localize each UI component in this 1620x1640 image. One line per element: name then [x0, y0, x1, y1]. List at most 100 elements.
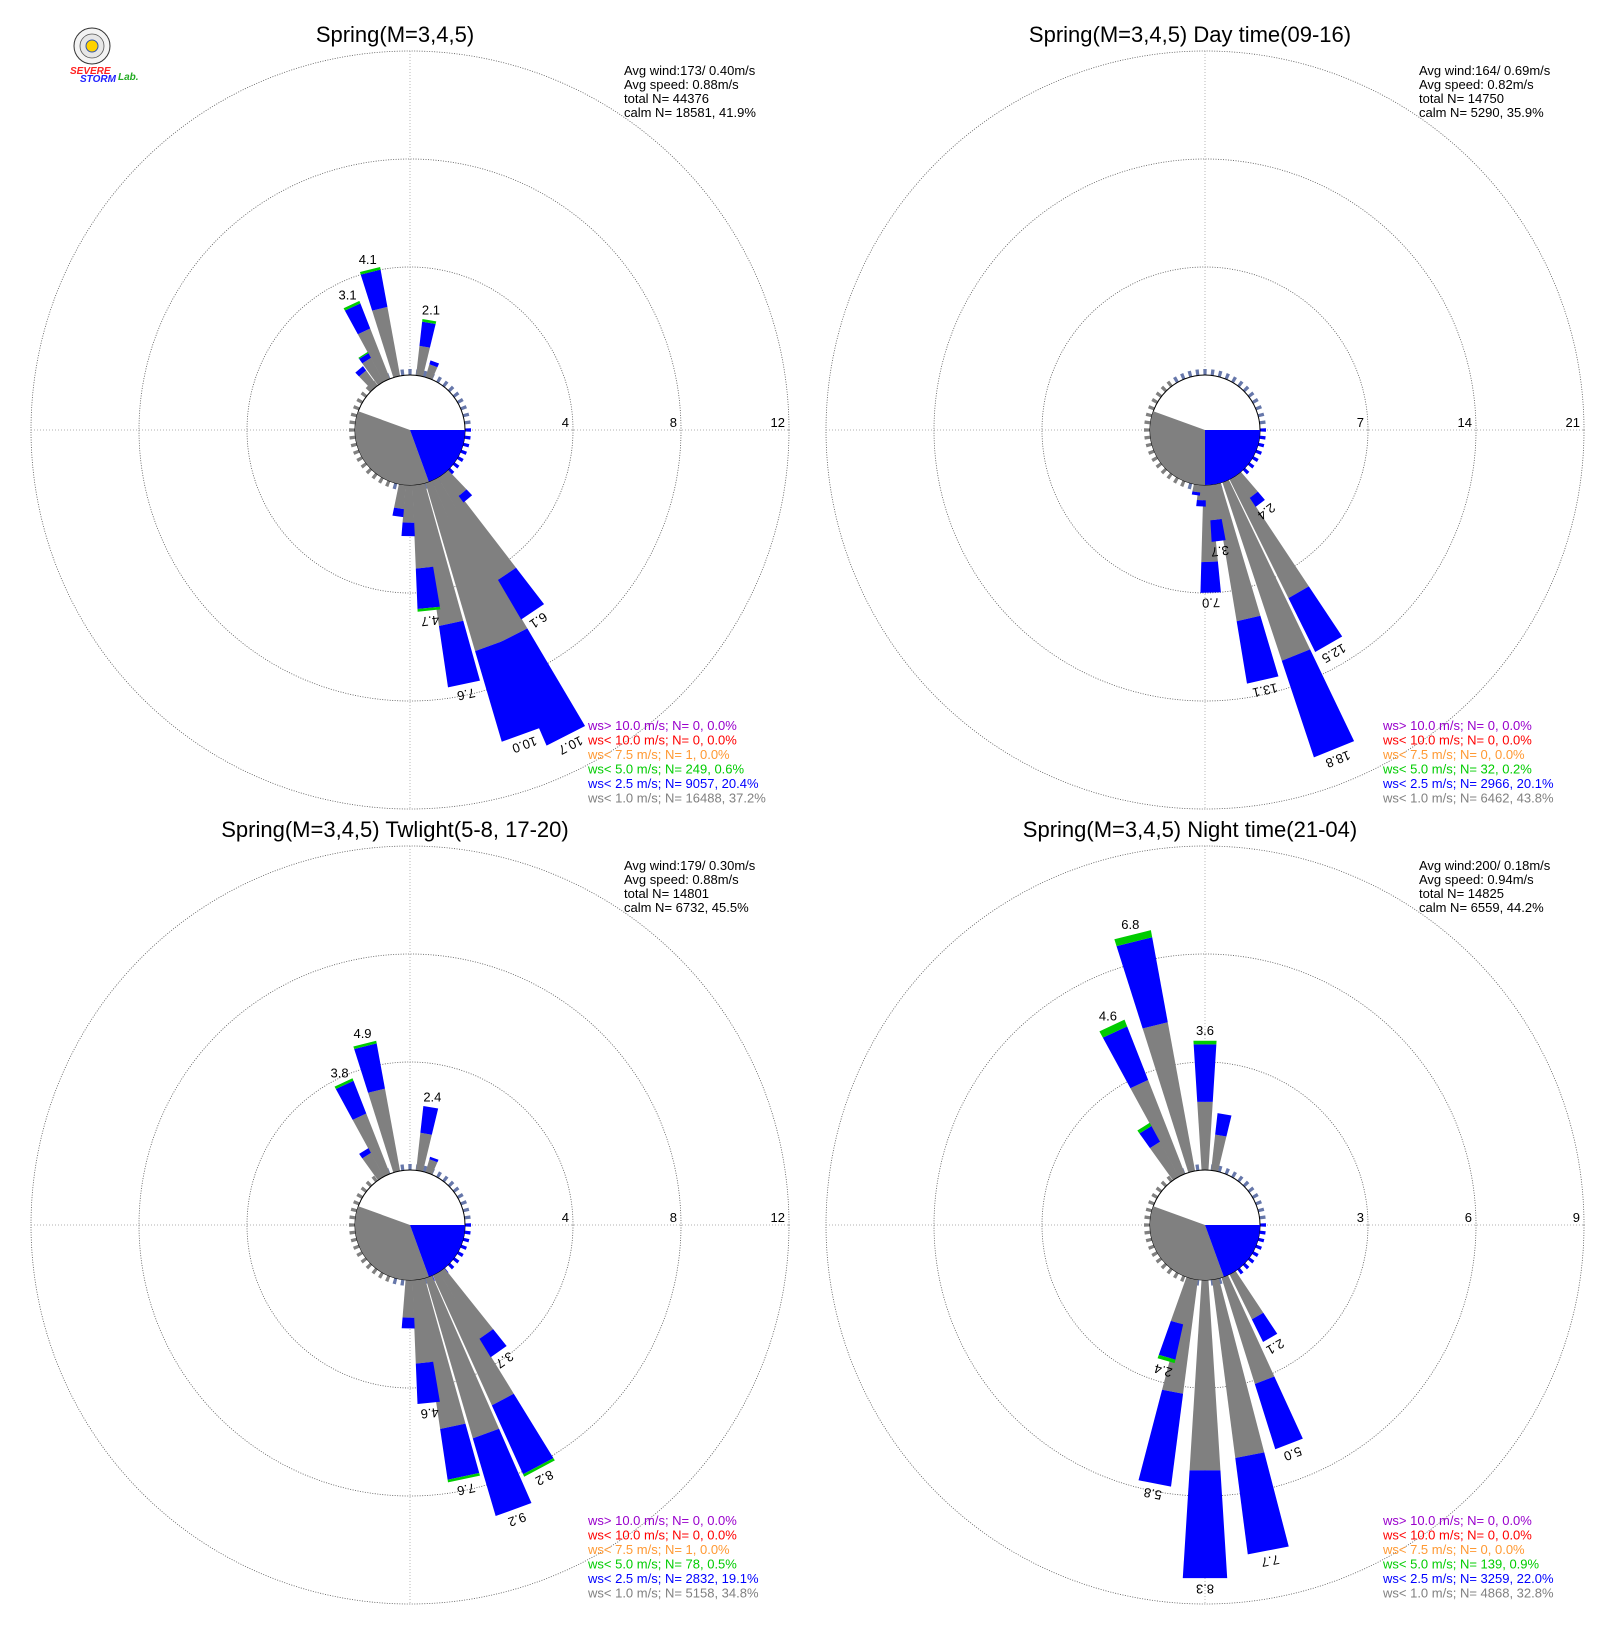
petal-segment-lt1 [425, 1275, 500, 1439]
tick-bar [1160, 385, 1168, 393]
tick-bar [1145, 412, 1153, 418]
petal-segment-lt25 [1196, 499, 1206, 507]
petal-segment-lt5 [343, 300, 361, 311]
tick-bar [460, 1200, 467, 1206]
tick-bar [353, 405, 360, 411]
tick-bar [452, 1257, 460, 1264]
tick-bar [400, 1164, 405, 1171]
lab-logo: SEVERE STORM Lab. [70, 27, 139, 85]
legend-entry: ws< 10.0 m/s; N= 0, 0.0% [1382, 1528, 1532, 1543]
legend-entry: ws> 10.0 m/s; N= 0, 0.0% [587, 718, 737, 733]
tick-bar [350, 1237, 358, 1243]
panel-title: Spring(M=3,4,5) Day time(09-16) [1029, 22, 1351, 47]
tick-bar [350, 412, 358, 418]
tick-bar [1242, 1180, 1250, 1188]
petal-label: 5.0 [1282, 1444, 1304, 1464]
petal-segment-lt1 [1211, 1134, 1227, 1172]
tick-bar [1237, 380, 1244, 388]
tick-bar [349, 435, 356, 440]
petal-label: 7.6 [456, 1480, 477, 1498]
petal-segment-lt1 [431, 477, 528, 642]
panel-title: Spring(M=3,4,5) Twlight(5-8, 17-20) [221, 817, 568, 842]
tick-bar [1203, 369, 1207, 376]
petal-segment-lt25 [1200, 561, 1221, 593]
petal-segment-lt25 [392, 507, 404, 518]
petal-segment-lt1 [1235, 471, 1258, 498]
petal-segment-lt25 [415, 1361, 440, 1405]
petal-label: 9.2 [506, 1509, 528, 1529]
tick-bar [1166, 1175, 1173, 1183]
tick-bar [1166, 380, 1173, 388]
tick-bar [356, 1251, 364, 1257]
ring-label: 9 [1573, 1210, 1580, 1225]
tick-bar [1259, 1215, 1266, 1220]
petal-segment-lt5 [447, 1473, 480, 1483]
tick-bar [462, 1237, 470, 1243]
petal-label: 13.1 [1251, 680, 1279, 700]
logo-line2: STORM [80, 74, 117, 85]
tick-bar [1144, 1223, 1151, 1227]
petal-segment-lt1 [359, 370, 378, 391]
petal-label: 8.3 [1196, 1581, 1214, 1596]
calm-sector-gray [355, 411, 429, 485]
tick-bar [442, 1175, 449, 1183]
tick-bar [350, 1207, 358, 1213]
petal-label: 7.0 [1202, 595, 1221, 611]
petal-segment-lt1 [1222, 479, 1311, 661]
tick-bar [462, 1207, 470, 1213]
tick-bar [436, 1171, 442, 1179]
tick-bar [447, 1262, 455, 1270]
ring-label: 12 [771, 1210, 785, 1225]
tick-bar [1155, 1186, 1163, 1193]
tick-bar [1148, 405, 1155, 411]
tick-bar [1195, 369, 1200, 376]
stat-line: total N= 44376 [624, 91, 709, 106]
petal-segment-lt5 [1114, 930, 1153, 947]
tick-bar [1144, 1230, 1151, 1235]
petal-segment-lt25 [1191, 491, 1201, 496]
petal-label: 4.9 [353, 1026, 371, 1041]
windrose-panel: Spring(M=3,4,5) Day time(09-16) 7 14 21 13.1… [825, 22, 1585, 810]
legend-entry: ws< 7.5 m/s; N= 1, 0.0% [587, 1542, 730, 1557]
petal-segment-lt25 [359, 1148, 371, 1159]
petal-segment-lt25 [472, 1428, 532, 1517]
petal-segment-lt1 [432, 1271, 514, 1406]
tick-bar [1180, 373, 1186, 380]
petal-label: 3.6 [1196, 1023, 1214, 1038]
tick-bar [365, 1180, 373, 1188]
petal-label: 2.4 [1152, 1361, 1174, 1380]
tick-bar [360, 391, 368, 398]
tick-bar [371, 1175, 378, 1183]
tick-bar [447, 1180, 455, 1188]
legend-entry: ws< 7.5 m/s; N= 1, 0.0% [587, 747, 730, 762]
calm-sector-gray [1149, 1206, 1224, 1281]
windrose-panel: Spring(M=3,4,5)4 8 124.13.12.17.610.0 10.76… [30, 22, 790, 810]
tick-bar [1180, 480, 1186, 487]
petal-segment-lt5 [422, 318, 437, 325]
tick-bar [408, 369, 412, 376]
stat-line: Avg speed: 0.82m/s [1419, 77, 1534, 92]
petal-segment-lt25 [335, 1080, 367, 1120]
petal-segment-lt1 [402, 484, 415, 523]
petal-segment-lt25 [1254, 1376, 1303, 1450]
tick-bar [1166, 1267, 1173, 1275]
logo-line3: Lab. [118, 72, 139, 83]
tick-bar [1151, 398, 1159, 404]
tick-bar [460, 1244, 467, 1250]
tick-bar [356, 1193, 364, 1199]
tick-bar [1155, 1257, 1163, 1264]
petal-segment-lt25 [1139, 1125, 1161, 1149]
petal-label: 4.6 [1099, 1008, 1117, 1023]
petal-segment-lt25 [1210, 518, 1226, 542]
stat-line: total N= 14750 [1419, 91, 1504, 106]
ring-label: 14 [1458, 415, 1472, 430]
tick-bar [365, 467, 373, 475]
petal-segment-lt25 [497, 567, 545, 620]
tick-bar [360, 1186, 368, 1193]
tick-bar [1259, 1223, 1266, 1227]
tick-bar [1187, 482, 1193, 490]
tick-bar [1257, 442, 1265, 448]
tick-bar [400, 1279, 405, 1286]
petal-segment-lt25 [1193, 1044, 1217, 1102]
tick-bar [1144, 435, 1151, 440]
